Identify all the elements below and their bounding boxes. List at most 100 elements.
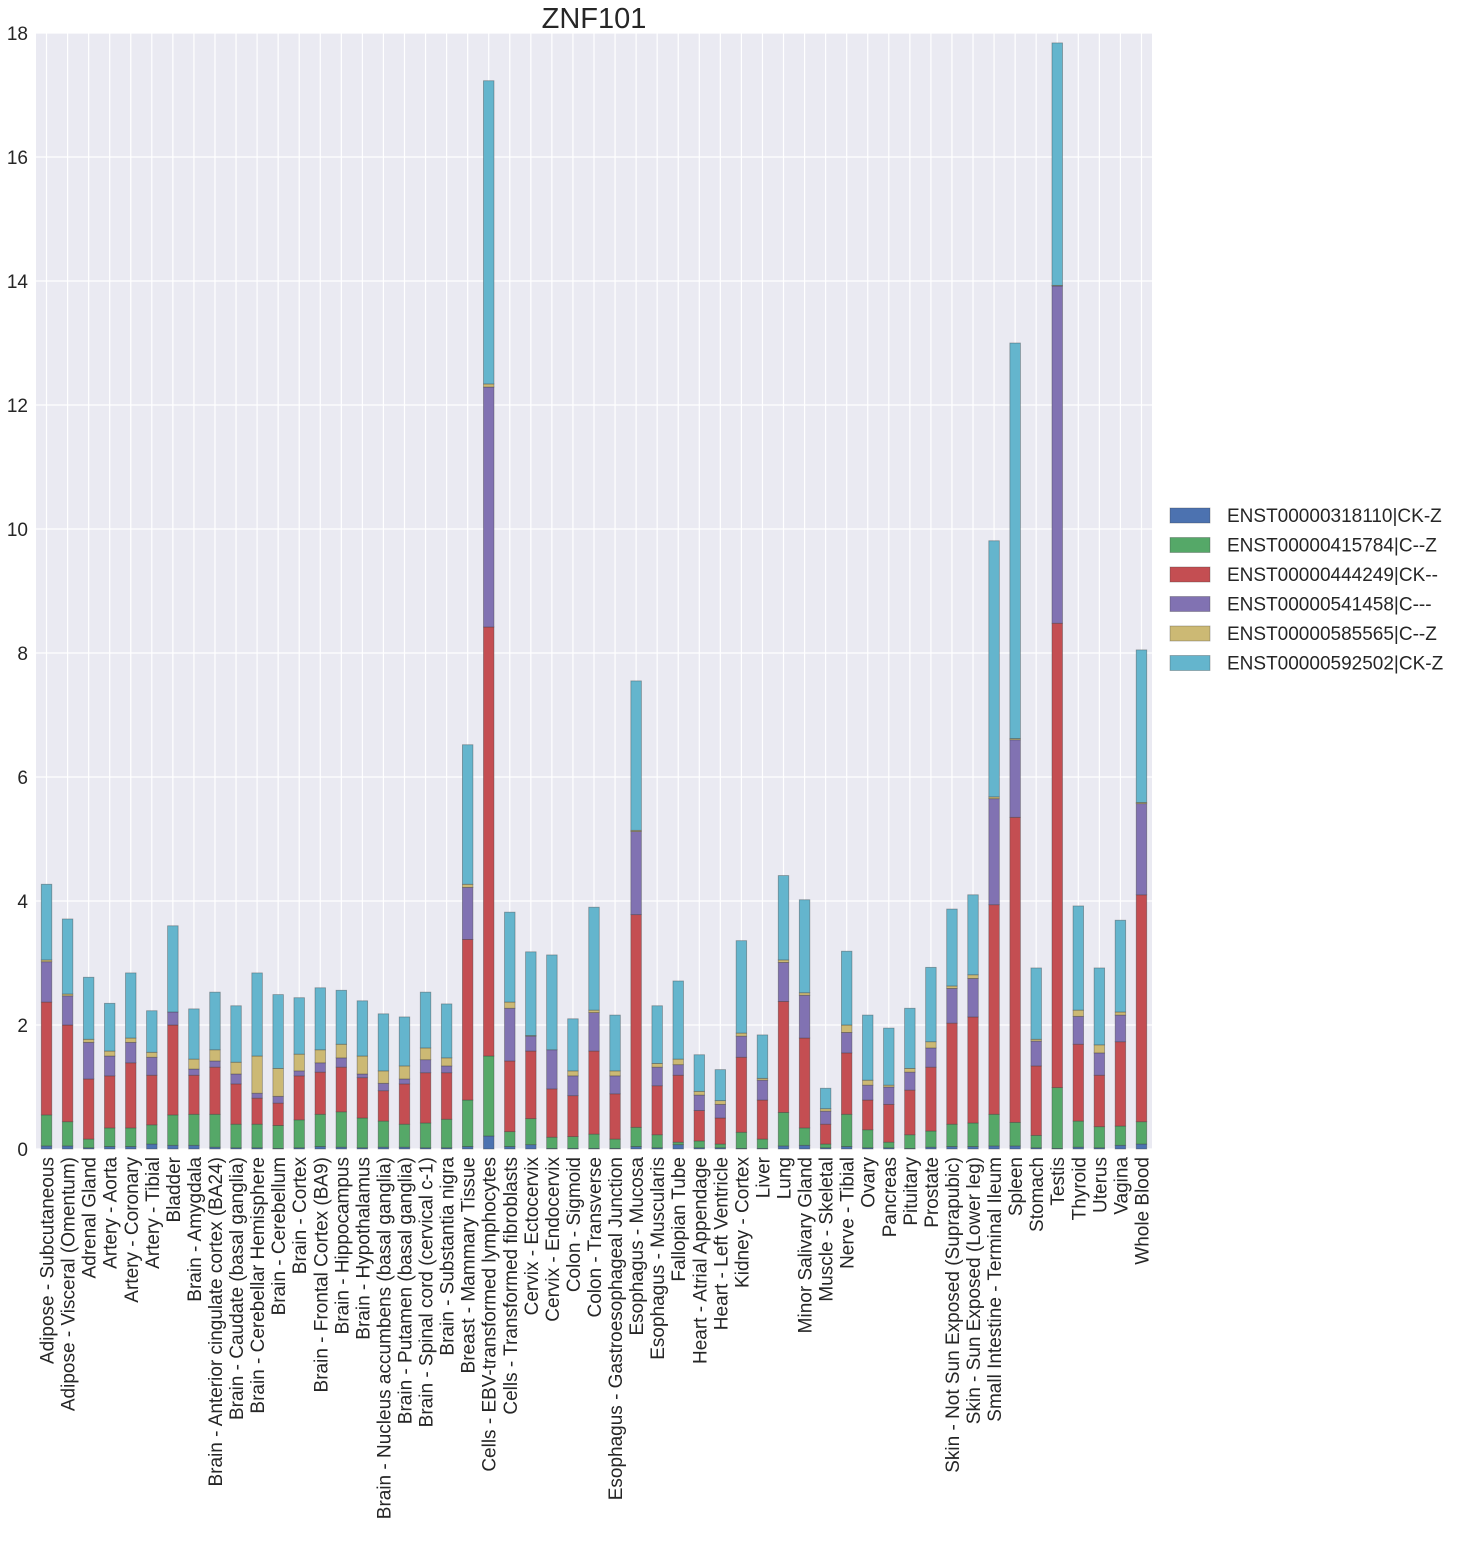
bar-segment-series-4 — [335, 1057, 347, 1068]
bar-segment-series-3 — [988, 904, 1000, 1115]
bar-segment-series-6 — [567, 1018, 579, 1072]
bar-stack — [504, 911, 516, 1150]
bar-segment-series-2 — [609, 1138, 621, 1149]
bar-segment-series-6 — [209, 991, 221, 1051]
x-tick-label: Ovary — [859, 1157, 880, 1208]
bar-stack — [1093, 967, 1106, 1150]
x-tick-label: Skin - Sun Exposed (Lower leg) — [964, 1157, 985, 1424]
bar-segment-series-5 — [440, 1057, 453, 1067]
bar-segment-series-2 — [209, 1113, 221, 1148]
bar-segment-series-3 — [209, 1066, 221, 1115]
bar-segment-series-6 — [504, 911, 516, 1003]
bar-segment-series-6 — [461, 744, 474, 885]
bar-segment-series-2 — [504, 1131, 516, 1147]
x-tick-label: Esophagus - Mucosa — [627, 1157, 648, 1336]
bar-segment-series-6 — [609, 1014, 621, 1072]
bar-segment-series-6 — [1114, 919, 1127, 1013]
x-tick-label: Adipose - Visceral (Omentum) — [59, 1157, 80, 1411]
legend-swatch — [1169, 537, 1211, 553]
bar-segment-series-5 — [419, 1047, 432, 1061]
bar-segment-series-5 — [272, 1068, 284, 1097]
bar-segment-series-3 — [904, 1089, 916, 1136]
bar-segment-series-2 — [525, 1118, 537, 1146]
bar-segment-series-1 — [483, 1135, 495, 1150]
bar-segment-series-2 — [82, 1138, 95, 1149]
bar-stack — [440, 1003, 453, 1150]
bar-segment-series-1 — [798, 1144, 811, 1150]
bar-segment-series-2 — [104, 1127, 116, 1147]
bar-segment-series-4 — [82, 1041, 95, 1080]
bar-segment-series-1 — [693, 1147, 705, 1150]
bar-segment-series-4 — [314, 1062, 326, 1073]
bar-segment-series-4 — [272, 1095, 284, 1104]
bar-segment-series-4 — [798, 994, 811, 1039]
x-tick-label: Brain - Caudate (basal ganglia) — [227, 1157, 248, 1420]
bar-segment-series-4 — [714, 1103, 727, 1119]
bar-segment-series-3 — [293, 1075, 305, 1121]
bar-stack — [230, 1005, 242, 1150]
bar-stack — [167, 925, 179, 1150]
bar-segment-series-6 — [40, 883, 53, 961]
bar-segment-series-2 — [967, 1122, 979, 1147]
y-tick-label: 2 — [17, 1016, 28, 1037]
bar-segment-series-5 — [1072, 1009, 1084, 1017]
bar-segment-series-4 — [398, 1078, 411, 1085]
bar-segment-series-6 — [483, 80, 495, 385]
bar-segment-series-2 — [1009, 1121, 1021, 1147]
bar-segment-series-4 — [1114, 1014, 1127, 1043]
x-tick-label: Artery - Coronary — [122, 1157, 143, 1303]
bar-segment-series-3 — [314, 1071, 326, 1115]
bar-segment-series-4 — [819, 1110, 832, 1125]
bar-segment-series-3 — [630, 914, 642, 1128]
bar-segment-series-2 — [819, 1143, 832, 1149]
legend-item: ENST00000318110|CK-Z — [1169, 506, 1442, 527]
x-tick-label: Colon - Sigmoid — [564, 1157, 585, 1292]
bar-segment-series-1 — [946, 1146, 958, 1150]
bar-stack — [272, 994, 284, 1150]
bar-segment-series-5 — [209, 1049, 221, 1062]
bar-segment-series-2 — [841, 1113, 853, 1147]
bar-segment-series-2 — [461, 1099, 474, 1147]
bar-segment-series-6 — [1030, 967, 1042, 1040]
bar-segment-series-2 — [756, 1138, 769, 1149]
bar-segment-series-2 — [483, 1055, 495, 1137]
bar-segment-series-6 — [862, 1014, 874, 1081]
bar-stack — [293, 997, 305, 1150]
bar-segment-series-6 — [61, 918, 74, 995]
x-tick-label: Lung — [775, 1157, 796, 1199]
bar-segment-series-3 — [272, 1102, 284, 1126]
bar-segment-series-6 — [104, 1002, 116, 1052]
bar-segment-series-3 — [483, 626, 495, 1057]
bar-segment-series-3 — [1051, 622, 1063, 1089]
bar-segment-series-5 — [125, 1037, 137, 1043]
x-tick-label: Brain - Amygdala — [185, 1157, 206, 1302]
bar-segment-series-4 — [1135, 803, 1148, 896]
bar-stack — [735, 940, 748, 1150]
legend-swatch — [1169, 566, 1211, 583]
bar-segment-series-3 — [609, 1093, 621, 1140]
bar-segment-series-2 — [630, 1126, 642, 1147]
x-tick-label: Fallopian Tube — [669, 1157, 690, 1282]
bar-segment-series-2 — [167, 1114, 179, 1146]
x-tick-label: Heart - Left Ventricle — [711, 1157, 732, 1330]
bar-segment-series-6 — [1072, 905, 1084, 1011]
bar-segment-series-3 — [567, 1095, 579, 1138]
bar-segment-series-5 — [230, 1061, 242, 1075]
x-tick-label: Brain - Hippocampus — [332, 1157, 353, 1334]
bar-segment-series-2 — [356, 1117, 369, 1149]
bar-segment-series-3 — [693, 1110, 705, 1142]
bar-stack — [819, 1087, 832, 1150]
bar-segment-series-2 — [377, 1120, 390, 1148]
bar-segment-series-3 — [946, 1022, 958, 1125]
bar-stack — [883, 1027, 895, 1150]
bar-segment-series-4 — [925, 1047, 937, 1068]
bar-segment-series-4 — [293, 1070, 305, 1077]
bar-segment-series-2 — [293, 1119, 305, 1149]
bar-segment-series-4 — [904, 1071, 916, 1091]
bar-segment-series-2 — [146, 1124, 158, 1145]
bar-segment-series-5 — [188, 1058, 200, 1070]
x-tick-label: Brain - Spinal cord (cervical c-1) — [417, 1157, 438, 1427]
bar-segment-series-6 — [293, 997, 305, 1055]
bar-segment-series-3 — [546, 1088, 558, 1138]
bar-stack — [756, 1034, 769, 1150]
